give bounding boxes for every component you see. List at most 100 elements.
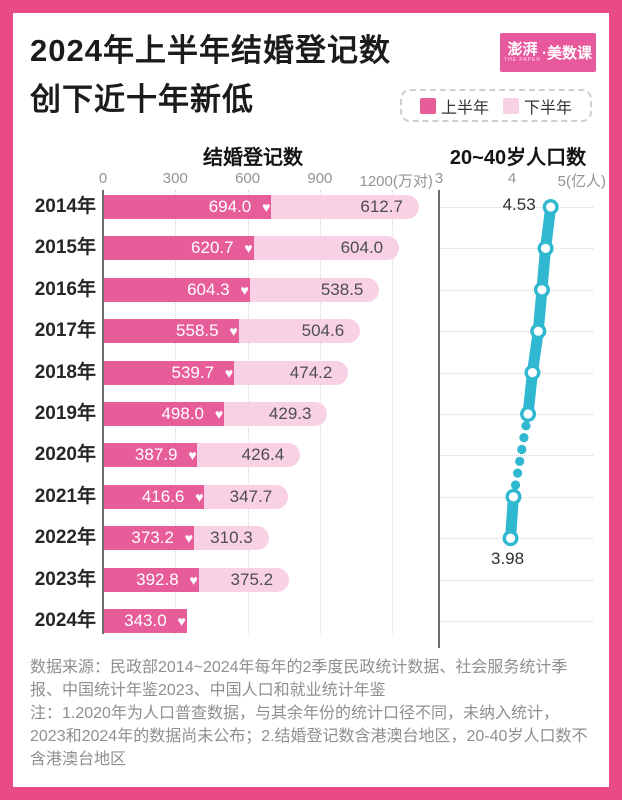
- bar-value-first-half: 373.2: [131, 528, 174, 548]
- bar-axis-tick: 900: [307, 170, 333, 187]
- heart-icon: ♥: [184, 530, 194, 547]
- population-point-icon: [533, 326, 543, 336]
- population-gap-dot-icon: [510, 480, 521, 490]
- year-label: 2021年: [34, 485, 96, 507]
- heart-icon: ♥: [188, 447, 197, 464]
- population-point-icon: [537, 285, 547, 295]
- logo-text-main: 澎湃: [507, 41, 538, 58]
- bar-value-first-half: 620.7: [191, 238, 234, 258]
- heart-icon: ♥: [214, 406, 224, 422]
- bar-first-half: [104, 567, 199, 592]
- page-title-line2: 创下近十年新低: [30, 82, 254, 117]
- population-point-icon: [505, 533, 516, 543]
- bar-first-half: [104, 484, 205, 509]
- bar-value-second-half: 426.4: [241, 445, 285, 465]
- population-gridline: [441, 579, 593, 581]
- year-label: 2020年: [34, 444, 96, 466]
- bar-second-half: [204, 484, 289, 509]
- year-label: 2022年: [34, 527, 96, 549]
- year-label: 2016年: [34, 278, 96, 300]
- page-title: 2024年上半年结婚登记数 创下近十年新低: [30, 26, 391, 124]
- population-line-chart: [502, 199, 559, 547]
- year-label: 2024年: [34, 610, 96, 631]
- heart-icon: ♥: [224, 364, 234, 381]
- year-label: 2017年: [34, 320, 96, 342]
- heart-icon: ♥: [262, 199, 271, 215]
- bar-value-first-half: 558.5: [176, 321, 219, 341]
- population-axis-tick: 4: [507, 170, 517, 187]
- legend: 上半年 下半年: [400, 89, 592, 122]
- bar-first-half: [104, 319, 239, 344]
- bar-second-half: [197, 443, 301, 468]
- population-gap-dot-icon: [519, 433, 529, 443]
- population-point-icon: [508, 492, 519, 502]
- bar-first-half: [104, 609, 187, 633]
- heart-icon: ♥: [229, 323, 238, 340]
- logo-wordmark: 澎湃 THE PAPER: [504, 42, 541, 63]
- bar-first-half: [104, 195, 272, 219]
- bar-chart-title: 结婚登记数: [203, 147, 303, 169]
- population-axis-tick: 3: [434, 170, 444, 187]
- population-point-icon: [546, 202, 556, 212]
- bar-first-half: [104, 443, 198, 468]
- bar-first-half: [104, 236, 254, 261]
- bar-value-second-half: 504.6: [301, 321, 345, 341]
- heart-icon: ♥: [244, 240, 253, 257]
- first-half-swatch-icon: [419, 97, 436, 114]
- bar-second-half: [193, 526, 269, 551]
- line-chart-title: 20~40岁人口数: [449, 147, 587, 169]
- heart-icon: ♥: [195, 488, 204, 505]
- population-point-icon: [540, 243, 551, 253]
- bar-value-first-half: 539.7: [171, 362, 215, 382]
- legend-item-second-half: 下半年: [503, 94, 572, 118]
- bar-second-half: [234, 360, 349, 385]
- population-point-icon: [527, 368, 538, 378]
- bar-value-second-half: 538.5: [320, 279, 364, 299]
- footer-notes: 数据来源：民政部2014~2024年每年的2季度民政统计数据、社会服务统计季报、…: [30, 656, 594, 771]
- bar-value-first-half: 343.0: [124, 611, 167, 630]
- heart-icon: ♥: [177, 613, 186, 629]
- population-point-icon: [523, 409, 533, 419]
- legend-label-first-half: 上半年: [440, 99, 489, 117]
- bar-axis-tick: 1200(万对): [359, 173, 433, 190]
- population-axis-tick: 5(亿人): [557, 173, 606, 190]
- bar-value-first-half: 392.8: [136, 569, 179, 589]
- heart-icon: ♥: [189, 571, 198, 588]
- population-point-label: 3.98: [490, 549, 525, 569]
- bar-value-second-half: 612.7: [360, 197, 403, 216]
- year-label: 2014年: [34, 196, 96, 217]
- bar-second-half: [271, 195, 419, 219]
- bar-second-half: [253, 236, 400, 261]
- population-gridline: [441, 621, 593, 622]
- population-gridline: [441, 331, 593, 333]
- population-axis-line: [438, 190, 440, 648]
- year-label: 2023年: [34, 568, 96, 590]
- bar-axis-tick: 0: [98, 170, 108, 187]
- population-gridline: [441, 248, 593, 250]
- bar-second-half: [198, 567, 290, 592]
- bar-first-half: [104, 360, 235, 385]
- bar-value-second-half: 347.7: [229, 486, 273, 506]
- bar-second-half: [238, 319, 361, 344]
- bar-first-half: [104, 526, 194, 551]
- note-text: 注：1.2020年为人口普查数据，与其余年份的统计口径不同，未纳入统计，2023…: [30, 705, 588, 768]
- legend-label-second-half: 下半年: [524, 99, 573, 117]
- population-gridline: [441, 455, 593, 457]
- bar-second-half: [249, 277, 380, 302]
- page-title-line1: 2024年上半年结婚登记数: [30, 33, 391, 68]
- bar-value-second-half: 310.3: [210, 528, 253, 548]
- bar-value-first-half: 416.6: [141, 486, 185, 506]
- population-point-label: 4.53: [502, 195, 536, 214]
- heart-icon: ♥: [240, 281, 249, 298]
- population-line: [522, 201, 557, 420]
- data-source-text: 数据来源：民政部2014~2024年每年的2季度民政统计数据、社会服务统计季报、…: [30, 659, 568, 699]
- population-gridline: [441, 207, 593, 208]
- logo-text-sub: THE PAPER: [504, 57, 541, 63]
- bar-value-first-half: 694.0: [208, 197, 252, 216]
- bar-value-second-half: 604.0: [340, 238, 384, 258]
- logo-text-rest: ·美数课: [541, 45, 592, 62]
- bar-value-first-half: 387.9: [134, 445, 178, 465]
- population-gridline: [441, 372, 593, 374]
